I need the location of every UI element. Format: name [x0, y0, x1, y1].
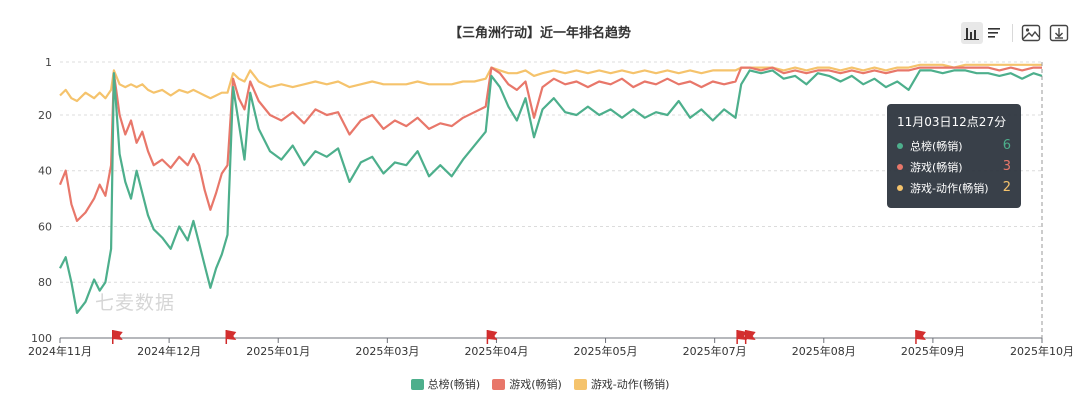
bar-chart-icon[interactable]: [961, 22, 983, 44]
y-tick-label: 100: [31, 332, 52, 345]
series-dot: [897, 163, 903, 170]
y-tick-label: 60: [38, 220, 52, 233]
x-tick-label: 2025年03月: [355, 344, 419, 358]
series-line: [59, 69, 1043, 314]
flag-icon[interactable]: [486, 330, 498, 344]
series-line: [59, 63, 1042, 103]
tooltip-series-name: 总榜(畅销): [910, 139, 963, 153]
tooltip-value: 2: [1002, 180, 1011, 195]
tooltip-title: 11月03日12点27分: [897, 115, 1007, 129]
legend-swatch: [492, 378, 506, 390]
tooltip-row: 游戏(畅销) 3: [897, 156, 1011, 177]
legend-label: 游戏-动作(畅销): [590, 378, 670, 391]
flag-icon[interactable]: [915, 330, 926, 344]
x-tick-label: 2025年08月: [792, 344, 856, 358]
tooltip-series-name: 游戏(畅销): [910, 160, 963, 174]
x-tick-label: 2025年05月: [574, 344, 638, 358]
x-tick-label: 2024年11月: [28, 344, 92, 358]
chart-title: 【三角洲行动】近一年排名趋势: [448, 26, 631, 41]
legend-item-games[interactable]: 游戏(畅销): [492, 376, 562, 392]
tooltip-series-name: 游戏-动作(畅销): [910, 181, 989, 195]
tooltip: 11月03日12点27分 总榜(畅销) 6 游戏(畅销) 3 游戏-动作(畅销)…: [887, 104, 1021, 208]
flag-icon[interactable]: [112, 330, 123, 344]
tooltip-value: 6: [1002, 138, 1011, 153]
x-tick-label: 2025年04月: [464, 344, 528, 358]
tooltip-row: 总榜(畅销) 6: [897, 135, 1011, 156]
series-dot: [897, 142, 903, 149]
x-tick-label: 2024年12月: [137, 344, 201, 358]
chart-toolbar: [961, 21, 1070, 45]
flag-icon[interactable]: [744, 330, 756, 344]
legend-item-overall[interactable]: 总榜(畅销): [410, 376, 481, 392]
series-line: [58, 66, 1042, 222]
save-image-icon[interactable]: [1020, 22, 1042, 44]
legend-item-action-games[interactable]: 游戏-动作(畅销): [573, 376, 670, 392]
tooltip-value: 3: [1002, 159, 1011, 174]
y-tick-label: 80: [38, 276, 52, 289]
x-tick-label: 2025年07月: [683, 344, 747, 358]
legend-swatch: [573, 378, 587, 390]
legend-label: 总榜(畅销): [427, 378, 481, 391]
download-icon[interactable]: [1048, 22, 1070, 44]
x-tick-label: 2025年09月: [901, 344, 965, 358]
watermark-text: 七麦数据: [95, 292, 176, 314]
flag-icon[interactable]: [225, 330, 237, 344]
x-tick-label: 2025年01月: [246, 344, 310, 358]
tooltip-row: 游戏-动作(畅销) 2: [897, 177, 1011, 198]
toolbar-divider: [1012, 24, 1013, 42]
x-tick-label: 2025年10月: [1010, 344, 1074, 358]
list-icon[interactable]: [983, 22, 1005, 44]
legend-label: 游戏(畅销): [509, 378, 562, 391]
y-tick-label: 40: [38, 165, 52, 178]
legend-swatch: [410, 378, 424, 390]
y-tick-label: 1: [45, 56, 52, 69]
series-dot: [897, 184, 903, 191]
chart-legend: 总榜(畅销) 游戏(畅销) 游戏-动作(畅销): [0, 376, 1080, 392]
y-tick-label: 20: [38, 109, 52, 122]
flag-icon[interactable]: [736, 330, 748, 344]
